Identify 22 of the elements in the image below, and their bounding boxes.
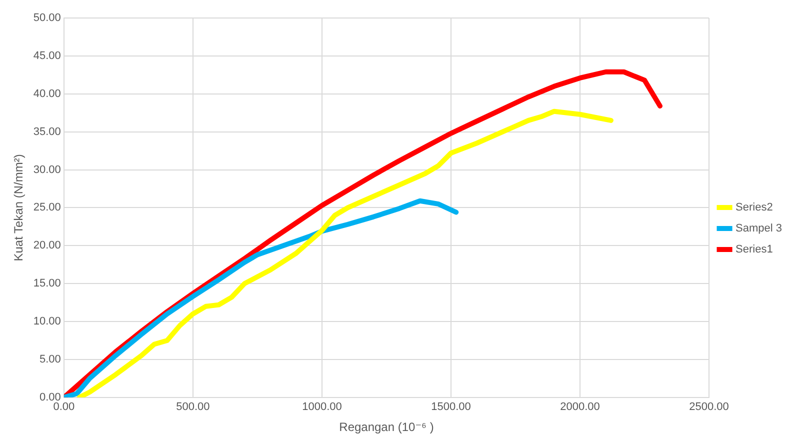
y-tick-label: 10.00 xyxy=(33,316,61,328)
legend-label: Series2 xyxy=(736,202,773,214)
y-tick-label: 50.00 xyxy=(33,12,61,24)
x-tick-label: 1000.00 xyxy=(302,401,342,414)
legend-label: Series1 xyxy=(736,244,773,256)
y-tick-label: 15.00 xyxy=(33,278,61,290)
x-tick-label: 2000.00 xyxy=(560,401,600,414)
x-tick-label: 0.00 xyxy=(53,401,75,414)
x-tick-label: 2500.00 xyxy=(689,401,729,414)
y-tick-label: 20.00 xyxy=(33,240,61,252)
x-tick-label: 1500.00 xyxy=(431,401,471,414)
y-tick-label: 45.00 xyxy=(33,50,61,62)
y-tick-label: 30.00 xyxy=(33,164,61,176)
x-axis-title: Regangan (10⁻⁶ ) xyxy=(339,420,434,434)
y-tick-label: 35.00 xyxy=(33,126,61,138)
y-tick-label: 25.00 xyxy=(33,202,61,214)
y-tick-label: 5.00 xyxy=(40,353,61,366)
legend-label: Sampel 3 xyxy=(736,222,782,235)
y-tick-label: 40.00 xyxy=(33,88,61,100)
y-tick-label: 0.00 xyxy=(40,391,61,404)
x-tick-label: 500.00 xyxy=(176,401,210,414)
y-axis-title: Kuat Tekan (N/mm²) xyxy=(12,154,26,262)
